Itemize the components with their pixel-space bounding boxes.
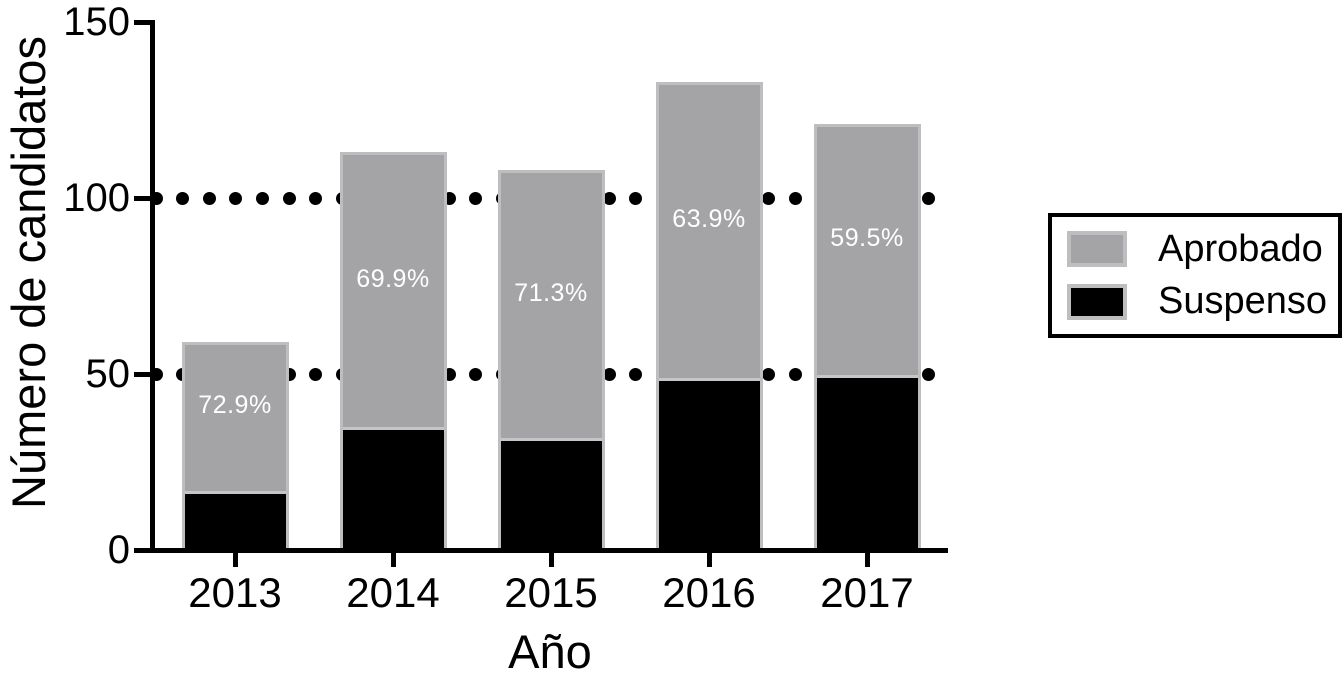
bar-percent-label: 59.5% bbox=[830, 224, 904, 253]
x-tick-mark bbox=[706, 552, 712, 567]
bar-segment-aprobado: 72.9% bbox=[184, 345, 286, 494]
bar-group: 69.9% bbox=[339, 152, 447, 550]
grid-dot bbox=[229, 191, 243, 205]
bar-segment-suspenso bbox=[658, 381, 760, 550]
bar-percent-label: 71.3% bbox=[514, 278, 588, 307]
x-tick-label: 2013 bbox=[188, 569, 282, 616]
y-tick-label: 0 bbox=[107, 528, 130, 572]
grid-dot bbox=[282, 191, 296, 205]
x-tick-mark bbox=[390, 552, 396, 567]
grid-dot bbox=[762, 191, 776, 205]
bar-segment-aprobado: 63.9% bbox=[658, 84, 760, 382]
x-tick-mark bbox=[548, 552, 554, 567]
legend-entry: Suspenso bbox=[1067, 280, 1338, 323]
x-axis-line bbox=[134, 547, 948, 553]
legend: Aprobado Suspenso bbox=[1048, 213, 1342, 338]
bar-segment-aprobado: 59.5% bbox=[816, 127, 918, 378]
y-tick-label: 100 bbox=[63, 176, 130, 220]
y-axis-line bbox=[149, 19, 155, 553]
legend-label: Aprobado bbox=[1158, 227, 1323, 270]
bar-group: 72.9% bbox=[181, 342, 289, 550]
x-tick-label: 2014 bbox=[346, 569, 440, 616]
legend-swatch-aprobado bbox=[1067, 231, 1127, 268]
bar-group: 63.9% bbox=[655, 81, 763, 550]
y-tick-label: 150 bbox=[63, 0, 130, 44]
legend-entry: Aprobado bbox=[1067, 228, 1338, 271]
bar-segment-aprobado: 71.3% bbox=[500, 172, 602, 441]
grid-dot bbox=[922, 191, 936, 205]
bar-percent-label: 63.9% bbox=[672, 204, 746, 233]
bar-percent-label: 69.9% bbox=[356, 264, 430, 293]
grid-dot bbox=[202, 191, 216, 205]
grid-dot bbox=[629, 367, 643, 381]
grid-dot bbox=[762, 367, 776, 381]
bar-segment-aprobado: 69.9% bbox=[342, 155, 444, 431]
y-tick-mark bbox=[134, 195, 152, 201]
bar-segment-suspenso bbox=[816, 377, 918, 550]
bar-percent-label: 72.9% bbox=[198, 391, 272, 420]
y-axis-title-wrap: Número de candidatos bbox=[0, 0, 56, 545]
x-tick-label: 2016 bbox=[662, 569, 756, 616]
grid-dot bbox=[469, 191, 483, 205]
grid-dot bbox=[789, 191, 803, 205]
grid-dot bbox=[309, 367, 323, 381]
x-axis-title: Año bbox=[508, 625, 592, 678]
y-tick-mark bbox=[134, 371, 152, 377]
grid-dot bbox=[602, 191, 616, 205]
x-tick-label: 2017 bbox=[820, 569, 914, 616]
x-tick-mark bbox=[232, 552, 238, 567]
bar-segment-suspenso bbox=[342, 430, 444, 550]
bar-segment-suspenso bbox=[500, 440, 602, 550]
legend-swatch-suspenso bbox=[1067, 283, 1127, 320]
y-tick-label: 50 bbox=[85, 352, 131, 396]
grid-dot bbox=[256, 191, 270, 205]
y-axis-title: Número de candidatos bbox=[1, 36, 55, 509]
bar-group: 59.5% bbox=[813, 124, 921, 550]
x-tick-label: 2015 bbox=[504, 569, 598, 616]
y-tick-mark bbox=[134, 19, 152, 25]
grid-dot bbox=[602, 367, 616, 381]
bar-segment-suspenso bbox=[184, 493, 286, 550]
x-tick-mark bbox=[864, 552, 870, 567]
grid-dot bbox=[176, 191, 190, 205]
grid-dot bbox=[629, 191, 643, 205]
grid-dot bbox=[789, 367, 803, 381]
grid-dot bbox=[309, 191, 323, 205]
legend-label: Suspenso bbox=[1158, 280, 1328, 323]
grid-dot bbox=[922, 367, 936, 381]
grid-dot bbox=[469, 367, 483, 381]
bar-group: 71.3% bbox=[497, 169, 605, 550]
